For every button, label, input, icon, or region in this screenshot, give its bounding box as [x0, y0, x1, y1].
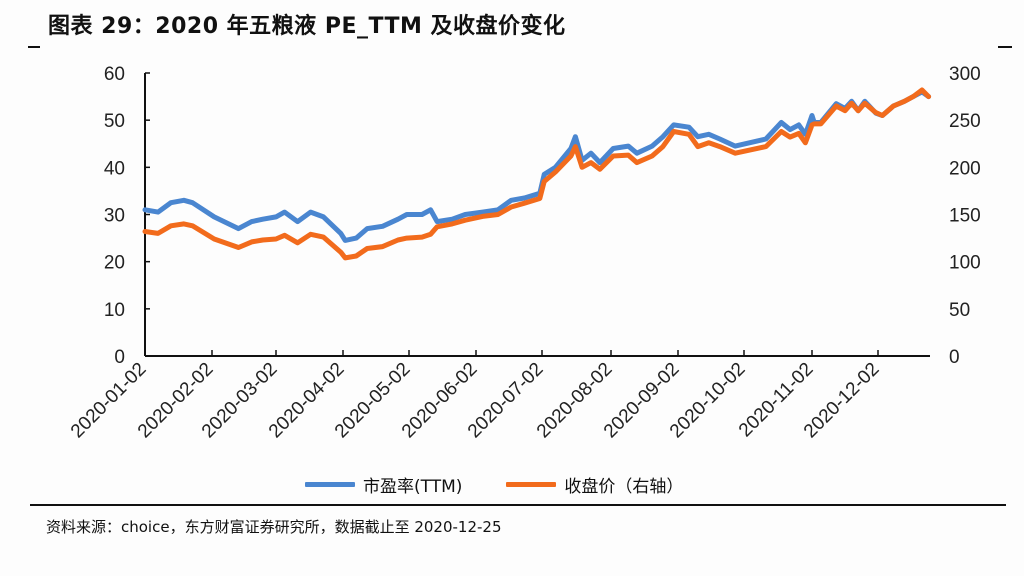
close-price-line: [142, 87, 932, 261]
y-right-tick-label: 100: [949, 253, 981, 274]
line-chart: 01020304050600501001502002503002020-01-0…: [67, 64, 981, 442]
footer-divider: [30, 504, 1006, 506]
y-right-tick-label: 250: [949, 111, 981, 132]
source-note: 资料来源：choice，东方财富证券研究所，数据截止至 2020-12-25: [46, 518, 502, 536]
y-left-tick-label: 0: [114, 347, 125, 368]
y-right-tick-label: 300: [949, 64, 981, 85]
legend-label-pe: 市盈率(TTM): [363, 477, 463, 497]
y-left-tick-label: 30: [104, 206, 125, 227]
y-left-tick-label: 50: [104, 111, 125, 132]
legend-item-price: 收盘价（右轴）: [506, 472, 683, 497]
legend: 市盈率(TTM) 收盘价（右轴）: [305, 472, 727, 497]
chart-title: 图表 29：2020 年五粮液 PE_TTM 及收盘价变化: [48, 14, 566, 39]
pe-ttm-line: [142, 89, 932, 243]
title-left-mark: [28, 46, 40, 48]
y-right-tick-label: 150: [949, 206, 981, 227]
y-left-tick-label: 60: [104, 64, 125, 85]
y-right-tick-label: 0: [949, 347, 960, 368]
legend-label-price: 收盘价（右轴）: [564, 477, 684, 497]
y-left-tick-label: 10: [104, 300, 125, 321]
legend-item-pe: 市盈率(TTM): [305, 472, 462, 497]
y-right-tick-label: 200: [949, 158, 981, 179]
title-right-mark: [998, 46, 1012, 48]
y-left-tick-label: 40: [104, 158, 125, 179]
legend-swatch-price: [506, 482, 557, 487]
y-right-tick-label: 50: [949, 300, 970, 321]
y-left-tick-label: 20: [104, 253, 125, 274]
legend-swatch-pe: [305, 482, 355, 487]
